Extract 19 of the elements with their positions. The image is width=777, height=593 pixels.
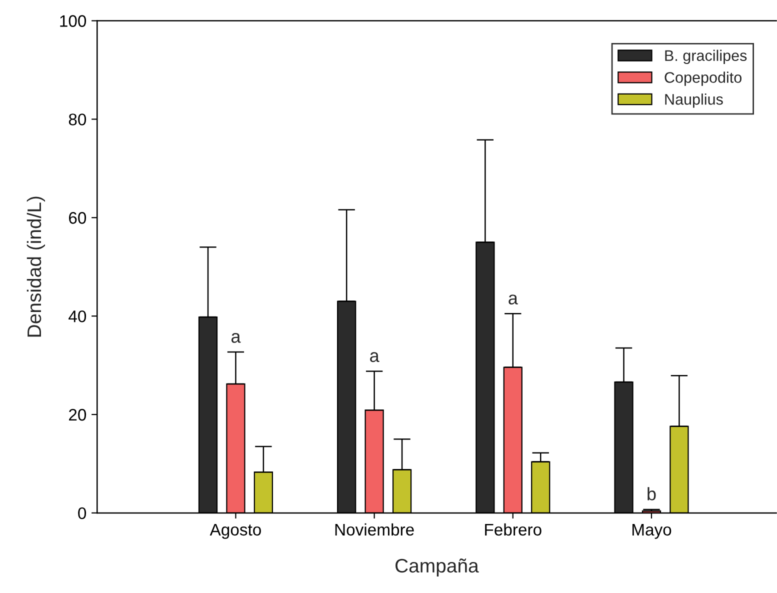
x-tick-label: Febrero xyxy=(485,523,542,536)
y-tick-label: 100 xyxy=(60,15,86,27)
y-tick-label: 80 xyxy=(68,114,86,126)
y-tick-label: 60 xyxy=(69,212,86,224)
x-axis-title: Campaña xyxy=(396,558,479,576)
x-tick-label: Mayo xyxy=(632,524,672,539)
annotation: a xyxy=(231,332,241,343)
y-tick-label: 40 xyxy=(68,310,86,322)
annotation: b xyxy=(648,487,656,500)
legend-label: Nauplius xyxy=(665,94,723,108)
y-tick-label: 20 xyxy=(69,408,86,421)
legend-label: B. gracilipes xyxy=(665,50,747,64)
y-tick-label: 0 xyxy=(78,507,86,520)
annotation: a xyxy=(370,352,380,362)
x-tick-label: Noviembre xyxy=(335,523,414,536)
legend-label: Copepodito xyxy=(664,72,742,86)
x-tick-label: Agosto xyxy=(210,524,261,539)
annotation: a xyxy=(508,294,518,304)
y-axis-title: Densidad (ind/L) xyxy=(26,196,46,337)
